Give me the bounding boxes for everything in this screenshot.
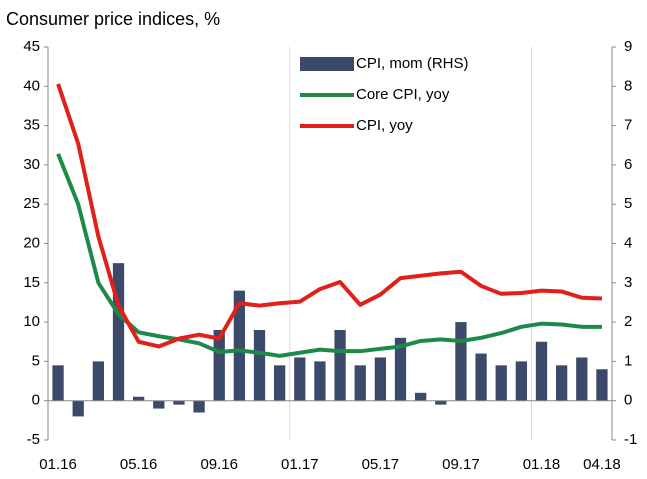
bar	[596, 369, 608, 401]
legend-label: CPI, yoy	[356, 117, 413, 134]
bar	[112, 263, 125, 401]
bar	[133, 396, 145, 401]
y2-tick-label: 0	[624, 392, 632, 409]
legend-label: CPI, mom (RHS)	[356, 55, 469, 72]
y2-tick-label: 3	[624, 274, 632, 291]
bar	[274, 365, 286, 401]
legend-label: Core CPI, yoy	[356, 86, 450, 103]
y-tick-label: -5	[27, 431, 40, 448]
bar	[475, 353, 487, 401]
y2-tick-label: 6	[624, 156, 632, 173]
y2-tick-label: 5	[624, 195, 632, 212]
x-tick-label: 05.16	[120, 456, 158, 473]
y-tick-label: 25	[23, 195, 40, 212]
y-tick-label: 10	[23, 313, 40, 330]
bar	[495, 365, 507, 401]
bar	[515, 361, 527, 401]
y2-tick-label: 4	[624, 234, 632, 251]
bar	[576, 357, 588, 401]
line	[56, 153, 602, 358]
y2-tick-label: -1	[624, 431, 637, 448]
y-tick-label: 15	[23, 274, 40, 291]
bar	[354, 365, 366, 401]
bar	[314, 361, 326, 401]
y-tick-label: 45	[23, 38, 40, 55]
bar	[556, 365, 568, 401]
y-tick-label: 0	[32, 392, 40, 409]
bar	[455, 322, 467, 401]
x-tick-label: 05.17	[362, 456, 400, 473]
bar	[374, 357, 386, 401]
bar	[72, 400, 84, 417]
x-tick-label: 01.18	[523, 456, 561, 473]
x-tick-label: 09.17	[442, 456, 480, 473]
bar	[52, 365, 64, 401]
line	[56, 83, 603, 349]
y2-tick-label: 7	[624, 117, 632, 134]
y-tick-label: 20	[23, 234, 40, 251]
bar	[535, 341, 548, 401]
bar	[233, 290, 245, 401]
y-tick-label: 5	[32, 352, 40, 369]
x-tick-label: 01.17	[281, 456, 319, 473]
bar	[193, 400, 205, 413]
y2-tick-label: 8	[624, 77, 632, 94]
x-tick-label: 01.16	[39, 456, 77, 473]
y-tick-label: 30	[23, 156, 40, 173]
bar	[153, 400, 165, 409]
bar	[394, 337, 407, 401]
bar	[334, 329, 346, 401]
bar	[415, 392, 427, 401]
y-tick-label: 40	[23, 77, 40, 94]
x-tick-label: 09.16	[200, 456, 238, 473]
bar	[173, 400, 185, 405]
y2-tick-label: 1	[624, 352, 632, 369]
bar	[435, 400, 447, 405]
y2-tick-label: 9	[624, 38, 632, 55]
bar	[92, 361, 104, 401]
y-tick-label: 35	[23, 117, 40, 134]
x-tick-label: 04.18	[583, 456, 621, 473]
bar	[253, 329, 266, 401]
bar	[294, 357, 306, 401]
chart-title: Consumer price indices, %	[6, 9, 220, 29]
bar	[213, 329, 225, 401]
legend-swatch	[300, 57, 354, 71]
y2-tick-label: 2	[624, 313, 632, 330]
